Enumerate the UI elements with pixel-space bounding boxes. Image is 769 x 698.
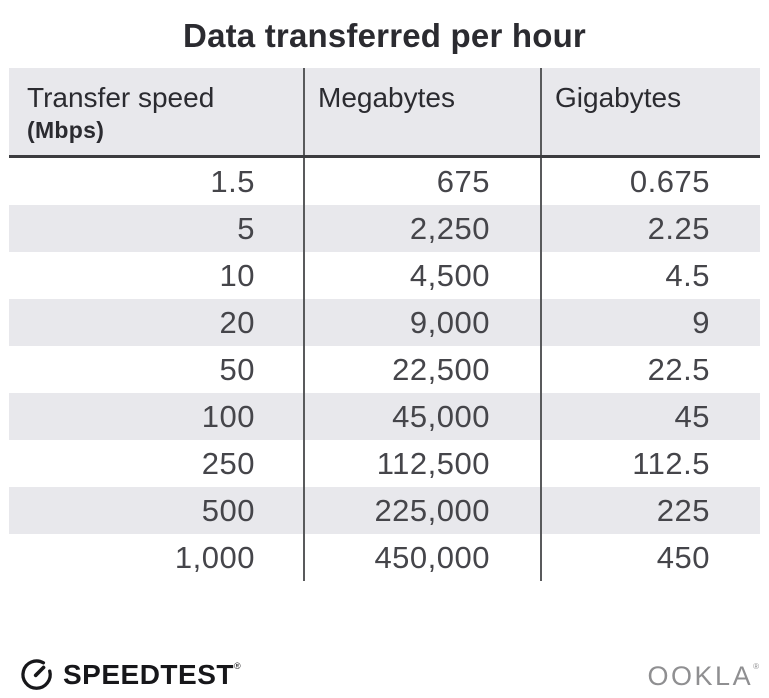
cell-speed: 20: [219, 305, 255, 340]
speedtest-logo: SPEEDTEST®: [19, 657, 241, 692]
table-row: 250 112,500 112.5: [9, 440, 760, 487]
cell-megabytes: 2,250: [303, 205, 540, 252]
table-row: 100 45,000 45: [9, 393, 760, 440]
cell-gigabytes: 2.25: [540, 205, 760, 252]
cell-speed: 5: [237, 211, 255, 246]
cell-gigabytes: 450: [540, 534, 760, 581]
cell-megabytes: 675: [303, 158, 540, 205]
header-transfer-speed-label: Transfer speed: [27, 82, 215, 113]
data-table: Transfer speed (Mbps) Megabytes Gigabyte…: [9, 68, 760, 581]
cell-gigabytes: 0.675: [540, 158, 760, 205]
cell-gigabytes: 45: [540, 393, 760, 440]
table-row: 5 2,250 2.25: [9, 205, 760, 252]
table-row: 1.5 675 0.675: [9, 158, 760, 205]
ookla-label: OOKLA: [647, 661, 754, 691]
cell-gigabytes: 4.5: [540, 252, 760, 299]
speedtest-gauge-icon: [21, 659, 52, 690]
cell-gigabytes: 9: [540, 299, 760, 346]
cell-speed: 10: [219, 258, 255, 293]
page-title: Data transferred per hour: [183, 17, 586, 54]
table-row: 50 22,500 22.5: [9, 346, 760, 393]
header-mbps-unit: (Mbps): [27, 117, 105, 144]
cell-speed: 500: [201, 493, 255, 528]
cell-megabytes: 9,000: [303, 299, 540, 346]
cell-gigabytes: 22.5: [540, 346, 760, 393]
cell-megabytes: 22,500: [303, 346, 540, 393]
cell-speed: 50: [219, 352, 255, 387]
cell-gigabytes: 112.5: [540, 440, 760, 487]
header-megabytes: Megabytes: [303, 68, 540, 155]
table-body: 1.5 675 0.675 5 2,250 2.25 10 4,500 4.5 …: [9, 158, 760, 581]
table-row: 20 9,000 9: [9, 299, 760, 346]
ookla-logo: OOKLA®: [648, 661, 759, 692]
cell-megabytes: 112,500: [303, 440, 540, 487]
speedtest-label: SPEEDTEST: [63, 658, 234, 690]
cell-megabytes: 4,500: [303, 252, 540, 299]
cell-speed: 1,000: [174, 540, 255, 575]
cell-speed: 1.5: [210, 164, 255, 199]
table-row: 500 225,000 225: [9, 487, 760, 534]
cell-megabytes: 225,000: [303, 487, 540, 534]
cell-gigabytes: 225: [540, 487, 760, 534]
table-row: 1,000 450,000 450: [9, 534, 760, 581]
header-gigabytes: Gigabytes: [540, 68, 760, 155]
ookla-registered-mark: ®: [753, 662, 759, 671]
speedtest-wordmark: SPEEDTEST®: [63, 659, 241, 691]
speedtest-registered-mark: ®: [233, 660, 242, 671]
table-header-row: Transfer speed (Mbps) Megabytes Gigabyte…: [9, 68, 760, 158]
cell-megabytes: 450,000: [303, 534, 540, 581]
cell-speed: 250: [201, 446, 255, 481]
header-transfer-speed: Transfer speed (Mbps): [9, 68, 303, 155]
footer: SPEEDTEST® OOKLA®: [0, 652, 769, 698]
cell-speed: 100: [201, 399, 255, 434]
table-row: 10 4,500 4.5: [9, 252, 760, 299]
cell-megabytes: 45,000: [303, 393, 540, 440]
